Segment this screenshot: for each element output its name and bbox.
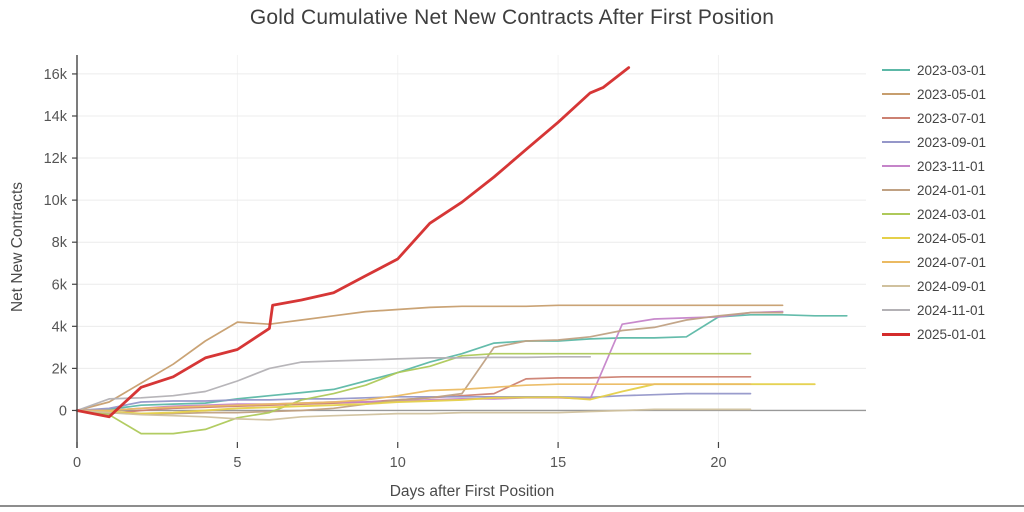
legend-swatch	[882, 69, 910, 71]
legend-label: 2023-11-01	[917, 158, 986, 174]
legend-item-2024-09-01[interactable]: 2024-09-01	[882, 274, 986, 298]
legend-swatch	[882, 285, 910, 287]
legend-item-2023-03-01[interactable]: 2023-03-01	[882, 58, 986, 82]
y-tick-label: 6k	[52, 277, 68, 293]
legend-label: 2024-03-01	[917, 206, 987, 222]
series-line-2023-05-01[interactable]	[76, 304, 784, 412]
legend-item-2024-03-01[interactable]: 2024-03-01	[882, 202, 986, 226]
legend-swatch	[882, 165, 910, 167]
legend-item-2023-07-01[interactable]: 2023-07-01	[882, 106, 986, 130]
legend-item-2024-05-01[interactable]: 2024-05-01	[882, 226, 986, 250]
legend-label: 2023-09-01	[917, 134, 987, 150]
legend-item-2023-11-01[interactable]: 2023-11-01	[882, 154, 986, 178]
legend-item-2023-09-01[interactable]: 2023-09-01	[882, 130, 986, 154]
legend-label: 2024-11-01	[917, 302, 986, 318]
legend-swatch	[882, 237, 910, 239]
legend-swatch	[882, 309, 910, 311]
y-tick-label: 4k	[52, 319, 68, 335]
x-axis-title: Days after First Position	[389, 483, 555, 500]
legend-label: 2025-01-01	[917, 326, 987, 342]
legend-item-2024-11-01[interactable]: 2024-11-01	[882, 298, 986, 322]
chart-title: Gold Cumulative Net New Contracts After …	[249, 6, 775, 29]
series-line-2023-11-01[interactable]	[76, 310, 784, 412]
legend-label: 2023-05-01	[917, 86, 987, 102]
legend-label: 2023-07-01	[917, 110, 987, 126]
x-tick-label: 0	[73, 455, 81, 471]
legend-label: 2024-01-01	[917, 182, 987, 198]
y-tick-label: 0	[59, 403, 67, 419]
y-axis-title: Net New Contracts	[9, 181, 26, 313]
legend-item-2023-05-01[interactable]: 2023-05-01	[882, 82, 986, 106]
legend-label: 2024-09-01	[917, 278, 987, 294]
legend-swatch	[882, 93, 910, 95]
y-tick-label: 12k	[44, 151, 68, 167]
x-tick-label: 10	[390, 455, 406, 471]
y-tick-label: 2k	[52, 361, 68, 377]
y-tick-label: 16k	[44, 67, 68, 83]
legend: 2023-03-01 2023-05-01 2023-07-01 2023-09-01…	[882, 58, 986, 346]
legend-swatch	[882, 332, 910, 336]
legend-label: 2024-07-01	[917, 254, 987, 270]
y-tick-label: 14k	[44, 109, 68, 125]
legend-swatch	[882, 261, 910, 263]
legend-label: 2024-05-01	[917, 230, 987, 246]
series-line-2024-03-01[interactable]	[76, 352, 752, 435]
legend-item-2024-07-01[interactable]: 2024-07-01	[882, 250, 986, 274]
x-tick-label: 20	[710, 455, 726, 471]
series-line-2023-09-01[interactable]	[76, 392, 752, 412]
legend-label: 2023-03-01	[917, 62, 987, 78]
bottom-divider	[0, 505, 1024, 507]
series-line-2024-11-01[interactable]	[76, 355, 592, 412]
x-tick-label: 5	[233, 455, 241, 471]
series-line-2024-09-01[interactable]	[76, 408, 752, 421]
series-line-2025-01-01[interactable]	[75, 66, 631, 419]
x-tick-label: 15	[550, 455, 566, 471]
legend-swatch	[882, 189, 910, 191]
y-tick-label: 8k	[52, 235, 68, 251]
legend-swatch	[882, 141, 910, 143]
series-line-2024-07-01[interactable]	[76, 383, 752, 412]
legend-item-2025-01-01[interactable]: 2025-01-01	[882, 322, 986, 346]
y-tick-label: 10k	[44, 193, 68, 209]
legend-swatch	[882, 213, 910, 215]
legend-item-2024-01-01[interactable]: 2024-01-01	[882, 178, 986, 202]
series-line-2024-01-01[interactable]	[76, 311, 784, 415]
legend-swatch	[882, 117, 910, 119]
